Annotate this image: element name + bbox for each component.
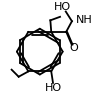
- Text: O: O: [69, 43, 78, 53]
- Text: NH: NH: [76, 15, 93, 25]
- Text: HO: HO: [45, 83, 62, 93]
- Text: HO: HO: [54, 2, 71, 12]
